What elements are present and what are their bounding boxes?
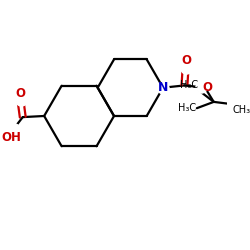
- Text: CH₃: CH₃: [233, 106, 250, 116]
- Text: N: N: [158, 81, 168, 94]
- Text: O: O: [202, 81, 212, 94]
- Text: H₃C: H₃C: [178, 103, 196, 113]
- Text: H₃C: H₃C: [180, 80, 198, 90]
- Text: OH: OH: [2, 131, 21, 144]
- Text: O: O: [16, 86, 26, 100]
- Text: O: O: [181, 54, 191, 68]
